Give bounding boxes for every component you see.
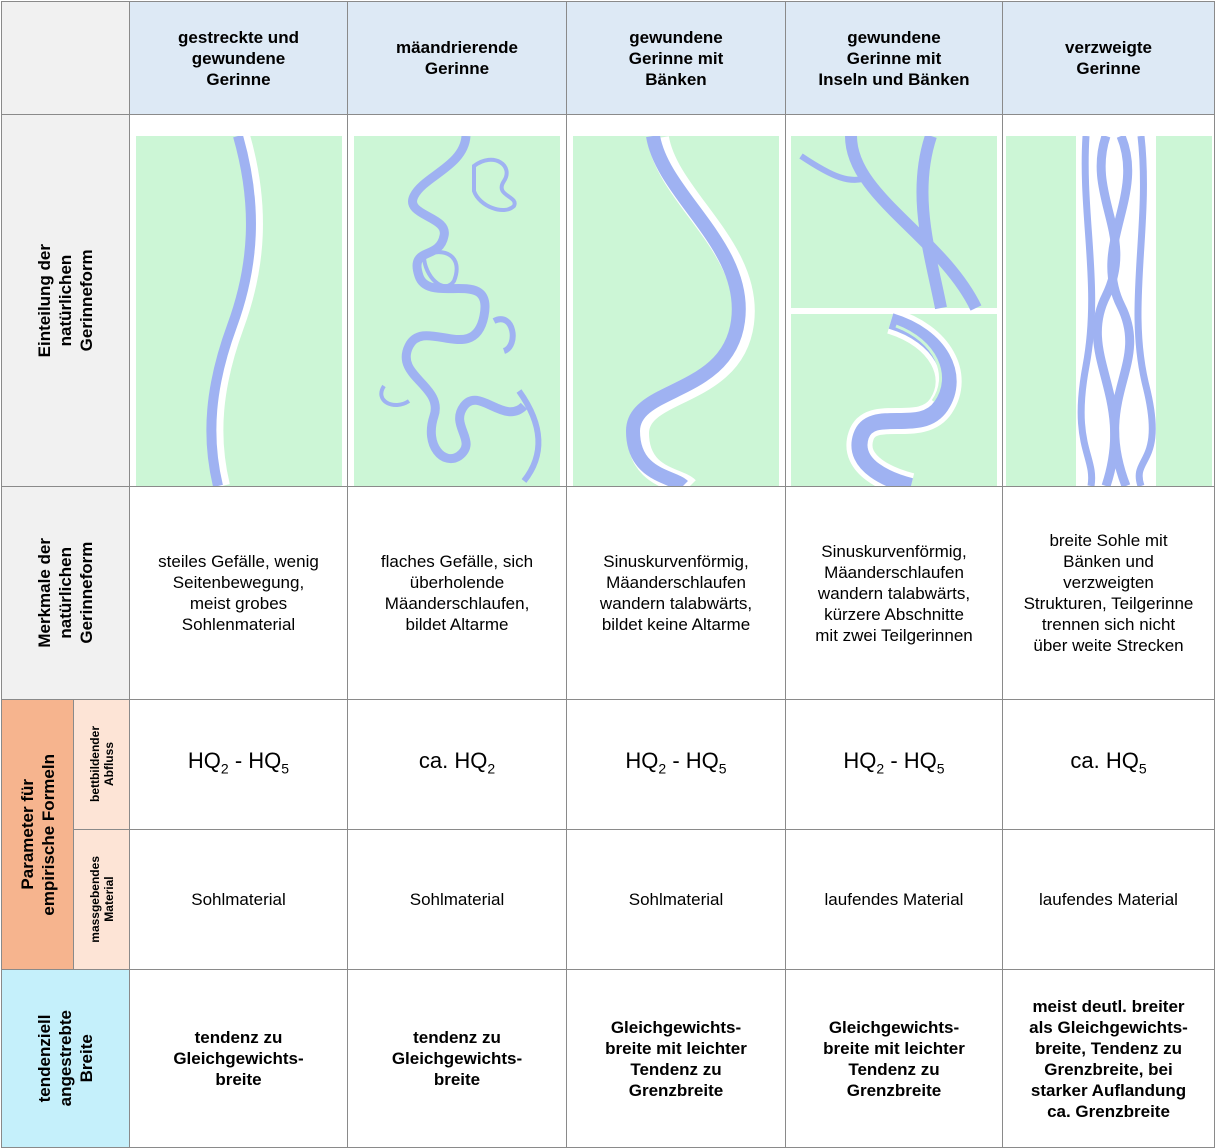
subscript: 2 (220, 760, 229, 777)
column-header: mäandrierende Gerinne (347, 1, 567, 115)
feature-cell: steiles Gefälle, wenig Seitenbewegung, m… (129, 486, 348, 700)
text-part: ca. HQ (1070, 747, 1139, 773)
row-header: Einteilung der natürlichen Gerinneform (1, 114, 130, 487)
illustration-cell (785, 114, 1003, 487)
river-illustration (791, 136, 997, 486)
discharge-cell: HQ2 - HQ5 (785, 699, 1003, 830)
subscript: 5 (1138, 760, 1147, 777)
row-header: tendenziell angestrebte Breite (1, 969, 130, 1148)
form-row: Einteilung der natürlichen Gerinneform (1, 114, 1215, 487)
row-header: Merkmale der natürlichen Gerinneform (1, 486, 130, 700)
discharge-cell: ca. HQ5 (1002, 699, 1215, 830)
row-label: Einteilung der natürlichen Gerinneform (35, 243, 96, 358)
width-cell: tendenz zu Gleichgewichts- breite (129, 969, 348, 1148)
text-part: HQ (843, 747, 877, 773)
discharge-cell: HQ2 - HQ5 (566, 699, 786, 830)
text-part: - HQ (884, 747, 937, 773)
subscript: 5 (718, 760, 727, 777)
discharge-row: Parameter für empirische Formeln bettbil… (1, 699, 1215, 970)
material-cell: laufendes Material (785, 829, 1003, 970)
column-header: verzweigte Gerinne (1002, 1, 1215, 115)
river-illustration (1005, 136, 1212, 486)
subscript: 2 (658, 760, 667, 777)
river-illustration (573, 136, 779, 486)
feature-cell: flaches Gefälle, sich überholende Mäande… (347, 486, 567, 700)
features-row: Merkmale der natürlichen Gerinneform ste… (1, 486, 1215, 700)
row-label: tendenziell angestrebte Breite (35, 1010, 96, 1107)
column-header: gewundene Gerinne mit Inseln und Bänken (785, 1, 1003, 115)
material-cell: Sohlmaterial (129, 829, 348, 970)
text-part: HQ (187, 747, 221, 773)
subscript: 5 (281, 760, 290, 777)
river-illustration (354, 136, 560, 486)
width-row: tendenziell angestrebte Breite tendenz z… (1, 969, 1215, 1148)
feature-cell: breite Sohle mit Bänken und verzweigten … (1002, 486, 1215, 700)
illustration-cell (129, 114, 348, 487)
width-cell: Gleichgewichts- breite mit leichter Tend… (566, 969, 786, 1148)
sub-label: bettbildender Abfluss (87, 726, 116, 803)
feature-cell: Sinuskurvenförmig, Mäanderschlaufen wand… (785, 486, 1003, 700)
row-header: Parameter für empirische Formeln (1, 699, 74, 970)
subscript: 2 (487, 760, 496, 777)
column-header: gewundene Gerinne mit Bänken (566, 1, 786, 115)
sub-label: massgebendes Material (87, 856, 116, 943)
column-header: gestreckte und gewundene Gerinne (129, 1, 348, 115)
width-cell: tendenz zu Gleichgewichts- breite (347, 969, 567, 1148)
text-part: HQ (625, 747, 659, 773)
subscript: 2 (876, 760, 885, 777)
material-row: massgebendes Material Sohlmaterial Sohlm… (2, 829, 1215, 970)
corner-cell (1, 1, 130, 115)
row-label: Merkmale der natürlichen Gerinneform (35, 538, 96, 648)
width-cell: Gleichgewichts- breite mit leichter Tend… (785, 969, 1003, 1148)
discharge-cell: HQ2 - HQ5 (129, 699, 348, 830)
illustration-cell (566, 114, 786, 487)
illustration-cell (347, 114, 567, 487)
text-part: - HQ (666, 747, 719, 773)
subscript: 5 (936, 760, 945, 777)
text-part: ca. HQ (418, 747, 488, 773)
sub-header: bettbildender Abfluss (73, 699, 130, 830)
text-part: - HQ (228, 747, 282, 773)
header-row: gestreckte und gewundene Gerinne mäandri… (1, 1, 1215, 115)
sub-header: massgebendes Material (73, 829, 130, 970)
feature-cell: Sinuskurvenförmig, Mäanderschlaufen wand… (566, 486, 786, 700)
material-cell: Sohlmaterial (566, 829, 786, 970)
row-label: Parameter für empirische Formeln (17, 753, 58, 916)
width-cell: meist deutl. breiter als Gleichgewichts-… (1002, 969, 1215, 1148)
material-cell: Sohlmaterial (347, 829, 567, 970)
illustration-cell (1002, 114, 1215, 487)
river-illustration (135, 136, 342, 486)
material-cell: laufendes Material (1002, 829, 1215, 970)
discharge-cell: ca. HQ2 (347, 699, 567, 830)
